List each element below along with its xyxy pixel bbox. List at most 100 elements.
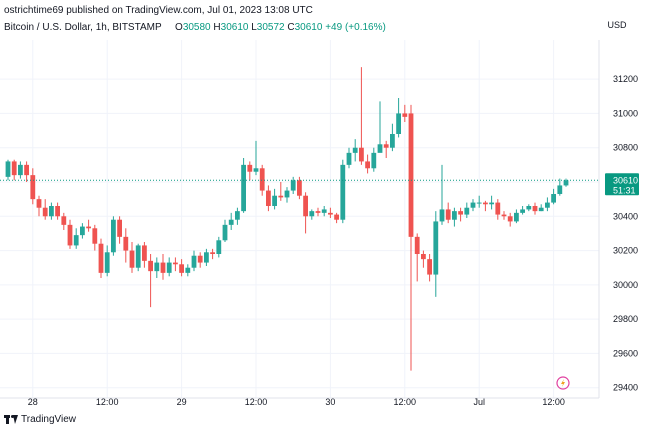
x-tick-label: 12:00 <box>96 397 119 407</box>
candle-body <box>421 254 426 260</box>
currency-button[interactable]: USD <box>607 20 627 30</box>
candle <box>352 139 358 162</box>
candle-body <box>98 243 104 273</box>
price-axis[interactable]: 3120031000308003060030400302003000029800… <box>613 74 638 393</box>
last-price-badge-bg <box>605 173 639 196</box>
candle-body <box>266 190 271 206</box>
candle-body <box>433 221 439 275</box>
candle <box>5 159 11 181</box>
candle <box>148 254 153 308</box>
candle-body <box>228 219 234 225</box>
publisher-line: ostrichtime69 published on TradingView.c… <box>4 5 313 16</box>
candle-body <box>142 245 147 261</box>
last-price-value: 30610 <box>613 175 638 185</box>
candle <box>458 207 463 222</box>
change-value: +49 (+0.16%) <box>325 22 386 33</box>
candle-body <box>148 260 153 272</box>
candle-body <box>191 255 197 268</box>
candle-body <box>179 264 184 273</box>
candle-body <box>408 113 414 237</box>
candle-body <box>5 161 11 177</box>
candle-body <box>222 224 228 241</box>
candle <box>191 250 197 272</box>
x-tick-label: 12:00 <box>394 397 417 407</box>
candle <box>303 192 308 234</box>
candle-body <box>445 209 451 220</box>
open-label: O <box>175 22 183 33</box>
candle <box>501 211 507 220</box>
candle <box>222 219 228 242</box>
candle <box>98 238 104 278</box>
candle-body <box>464 207 470 215</box>
candle-body <box>476 202 482 204</box>
candle <box>321 206 327 217</box>
candle <box>390 123 395 152</box>
candle <box>340 159 346 224</box>
candle-body <box>154 262 160 272</box>
y-tick-label: 30400 <box>613 211 638 221</box>
candle <box>520 206 525 215</box>
candle-body <box>563 180 569 186</box>
candle-body <box>42 207 48 217</box>
candle-body <box>303 195 308 217</box>
candle-body <box>80 226 85 236</box>
candle <box>476 195 482 208</box>
candle-body <box>235 211 240 220</box>
y-tick-label: 29400 <box>613 383 638 393</box>
candle-body <box>253 168 259 172</box>
candle <box>92 224 98 251</box>
last-price-badge: 30610 51:31 <box>605 173 639 196</box>
candle-body <box>241 164 246 212</box>
candle <box>61 212 67 230</box>
candle-body <box>67 224 73 246</box>
symbol-name[interactable]: Bitcoin / U.S. Dollar, 1h, BITSTAMP <box>4 22 162 33</box>
candle <box>11 159 17 181</box>
candle-body <box>402 113 408 117</box>
candle <box>489 195 494 210</box>
candle-body <box>204 252 209 263</box>
candle-body <box>470 202 476 208</box>
candle-body <box>321 209 327 213</box>
candle <box>55 202 60 220</box>
candle <box>408 104 414 371</box>
candle-body <box>123 236 129 251</box>
candle-body <box>216 240 222 254</box>
candle <box>197 252 203 268</box>
tradingview-logo[interactable]: TradingView <box>4 414 76 425</box>
candle <box>67 219 73 249</box>
tradingview-logo-text: TradingView <box>21 414 77 425</box>
x-tick-label: 29 <box>177 397 187 407</box>
candle-body <box>73 235 79 246</box>
y-tick-label: 31000 <box>613 108 638 118</box>
candle-body <box>166 262 172 273</box>
candle <box>532 202 538 215</box>
candle <box>414 233 420 282</box>
candle-body <box>309 211 315 217</box>
candle-body <box>334 214 339 220</box>
y-tick-label: 31200 <box>613 74 638 84</box>
candle-body <box>346 152 352 165</box>
candle <box>266 185 271 212</box>
candles <box>5 67 569 371</box>
candle <box>346 147 352 169</box>
y-tick-label: 30800 <box>613 143 638 153</box>
candle <box>452 207 457 227</box>
candle <box>545 197 550 212</box>
candle <box>129 242 135 273</box>
lightning-icon[interactable] <box>556 376 570 390</box>
candle <box>111 216 116 256</box>
candle <box>123 228 129 263</box>
candle <box>396 98 401 138</box>
candle <box>328 207 333 218</box>
time-axis[interactable]: 28 12:00 29 12:00 30 12:00 Jul 12:00 <box>28 397 565 407</box>
candle <box>359 67 364 165</box>
candle <box>377 101 383 153</box>
candle <box>18 161 23 179</box>
candle-body <box>557 185 563 194</box>
candle-body <box>489 202 494 205</box>
candle-body <box>11 161 17 176</box>
candle <box>483 200 488 212</box>
candle <box>427 254 432 282</box>
candle <box>185 264 191 277</box>
